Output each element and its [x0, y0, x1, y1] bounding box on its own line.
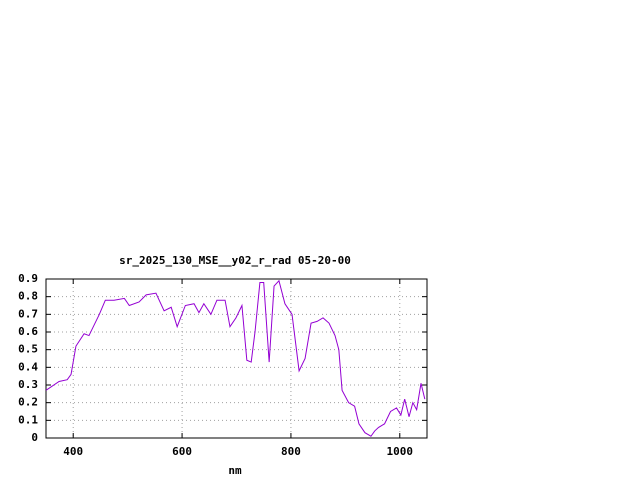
chart-title: sr_2025_130_MSE__y02_r_rad 05-20-00: [119, 254, 351, 267]
plot-border: [45, 278, 428, 439]
y-tick-label: 0.3: [18, 378, 38, 391]
data-line: [45, 279, 426, 437]
y-tick-label: 0.8: [18, 290, 38, 303]
x-tick-label: 400: [63, 445, 83, 458]
y-tick-label: 0.7: [18, 307, 38, 320]
y-tick-label: 0.5: [18, 343, 38, 356]
y-tick-label: 0.2: [18, 396, 38, 409]
x-tick-label: 1000: [387, 445, 414, 458]
y-tick-label: 0: [31, 431, 38, 444]
y-tick-label: 0.6: [18, 325, 38, 338]
y-tick-label: 0.1: [18, 413, 38, 426]
x-axis-label: nm: [228, 464, 242, 477]
y-tick-label: 0.9: [18, 272, 38, 285]
x-tick-label: 800: [281, 445, 301, 458]
x-tick-label: 600: [172, 445, 192, 458]
y-tick-label: 0.4: [18, 360, 38, 373]
